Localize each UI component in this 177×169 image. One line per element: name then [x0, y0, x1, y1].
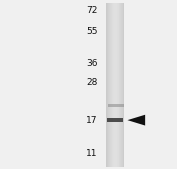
Bar: [117, 3, 118, 167]
Bar: [120, 3, 121, 167]
Bar: [122, 3, 123, 167]
Bar: [107, 118, 123, 122]
Bar: [111, 3, 112, 167]
Bar: [123, 3, 124, 167]
Bar: [109, 3, 110, 167]
Bar: [107, 3, 108, 167]
Bar: [113, 3, 114, 167]
Polygon shape: [127, 115, 145, 126]
Bar: [112, 3, 113, 167]
Bar: [119, 3, 120, 167]
Bar: [112, 3, 113, 167]
Bar: [120, 3, 121, 167]
Bar: [106, 3, 107, 167]
Text: 28: 28: [86, 78, 97, 87]
Text: 11: 11: [86, 149, 97, 158]
Bar: [118, 3, 119, 167]
Bar: [121, 3, 122, 167]
Bar: [108, 3, 109, 167]
Bar: [115, 3, 116, 167]
Bar: [114, 3, 115, 167]
Text: 55: 55: [86, 27, 97, 36]
Bar: [116, 3, 117, 167]
Text: 17: 17: [86, 116, 97, 125]
Text: 36: 36: [86, 59, 97, 68]
Bar: [110, 3, 111, 167]
Bar: [108, 104, 124, 107]
Text: 72: 72: [86, 6, 97, 15]
Bar: [108, 3, 109, 167]
Bar: [107, 3, 108, 167]
Bar: [115, 3, 116, 167]
Bar: [119, 3, 120, 167]
Bar: [122, 3, 123, 167]
